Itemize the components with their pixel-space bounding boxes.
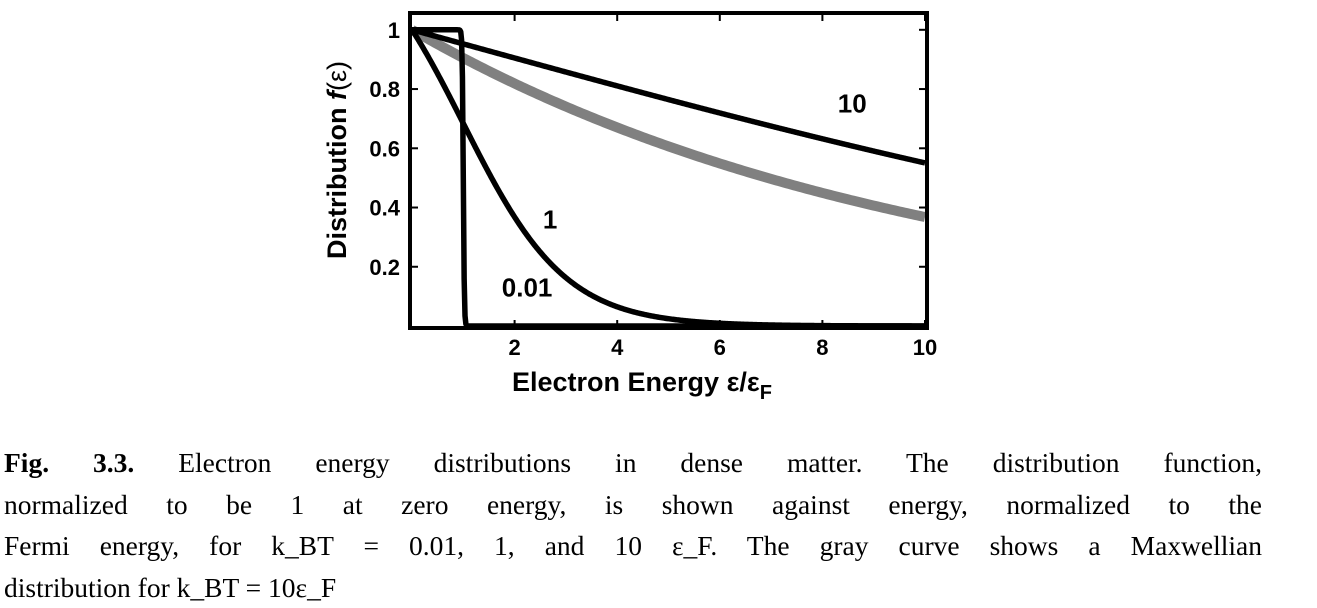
curve-label: 1 — [543, 204, 557, 234]
figure-caption: Fig. 3.3. Electron energy distributions … — [4, 442, 1262, 608]
curve-label: 0.01 — [502, 272, 553, 302]
fermi-curve-1 — [409, 28, 927, 329]
y-axis-label: Distribution f(ε) — [322, 61, 352, 259]
ticks-layer: 2 4 6 8 10 0.2 0.4 0.6 0.8 1 — [369, 15, 937, 360]
x-tick-label: 6 — [714, 335, 726, 360]
x-tick-label: 2 — [508, 335, 520, 360]
caption-line-1: Fig. 3.3. Electron energy distributions … — [4, 447, 1262, 478]
plot-frame — [408, 11, 929, 330]
x-tick-label: 8 — [816, 335, 828, 360]
caption-line-3: Fermi energy, for k_BT = 0.01, 1, and 10… — [4, 530, 1262, 561]
curve-labels-layer: 10 1 0.01 — [502, 89, 867, 303]
maxwellian-curve — [409, 25, 928, 222]
x-axis-label: Electron Energy ε/εF — [512, 367, 772, 404]
figure-number: Fig. 3.3. — [4, 447, 135, 478]
fermi-curve-10 — [410, 27, 927, 166]
curve-label: 10 — [838, 89, 867, 119]
y-tick-label: 0.2 — [369, 255, 400, 280]
y-tick-label: 0.4 — [369, 196, 400, 221]
caption-line-4: distribution for k_BT = 10ε_F — [4, 571, 337, 603]
y-tick-label: 1 — [388, 18, 400, 43]
y-tick-label: 0.6 — [369, 136, 400, 161]
y-tick-label: 0.8 — [369, 77, 400, 102]
caption-line-2: normalized to be 1 at zero energy, is sh… — [4, 488, 1262, 520]
curves-layer — [409, 25, 928, 329]
x-tick-label: 10 — [913, 335, 937, 360]
x-tick-label: 4 — [611, 335, 624, 360]
chart: 2 4 6 8 10 0.2 0.4 0.6 0.8 1 10 1 0.01 Electron Ene… — [322, 11, 937, 404]
